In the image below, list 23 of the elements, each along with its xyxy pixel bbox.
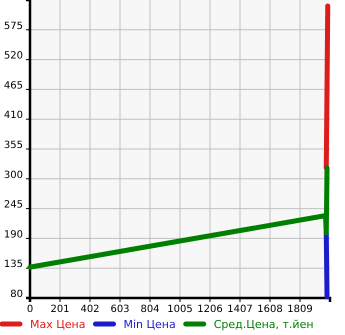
x-tick-label: 1206 [197,304,223,316]
y-tick-label: 300 [4,170,23,181]
x-tick-label: 1608 [257,304,283,316]
x-tick-label: 804 [140,304,160,316]
y-tick-label: 245 [4,200,23,211]
x-tick-label: 402 [80,304,100,316]
y-tick-label: 575 [4,20,23,32]
x-tick-label: 201 [50,304,70,316]
y-tick-label: 135 [4,259,23,270]
x-tick-label: 0 [26,304,34,316]
x-tick-label: 603 [110,304,130,316]
y-tick-label: 465 [4,80,23,92]
x-tick-label: 1809 [287,304,313,316]
y-tick-label: 355 [4,140,23,151]
x-tick-label: 1005 [167,304,193,316]
y-tick-label: 190 [4,229,23,240]
legend-label: Сред.Цена, т.йен [214,318,314,331]
x-tick-label: 1407 [227,304,253,316]
y-tick-label: 520 [4,50,23,62]
legend-label: Min Цена [123,318,176,331]
legend-label: Max Цена [30,318,86,331]
y-tick-label: 80 [10,289,23,300]
y-tick-label: 410 [4,110,23,122]
